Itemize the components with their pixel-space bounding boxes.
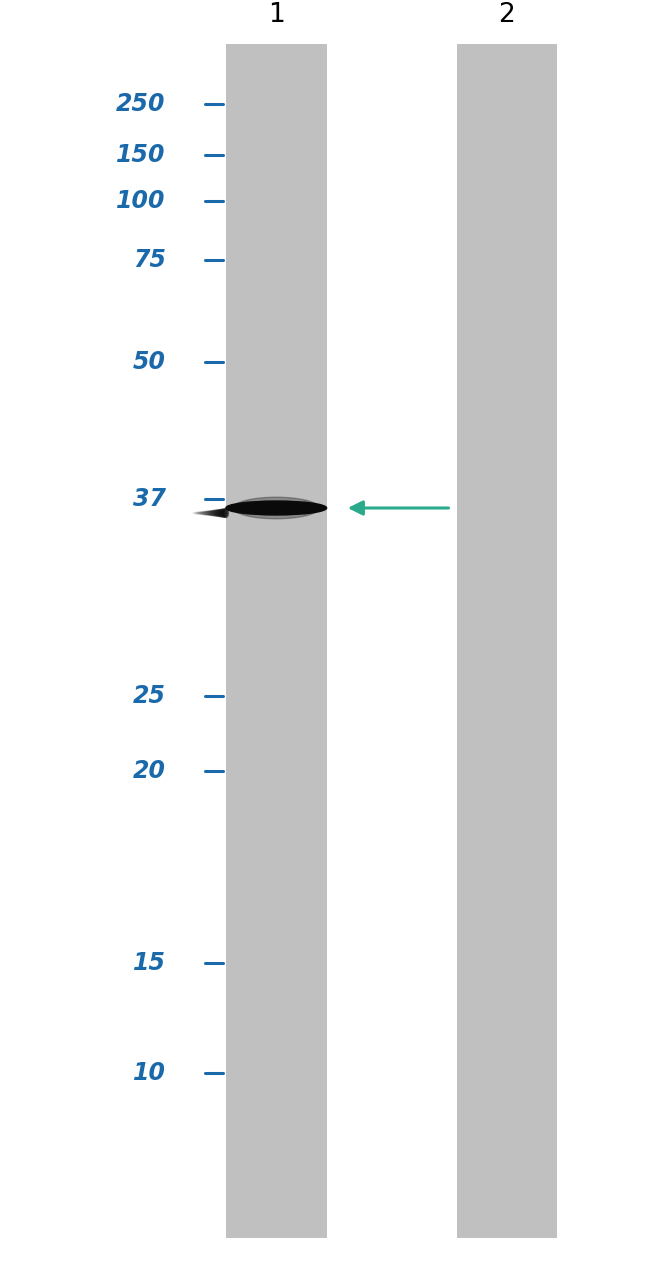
Text: 10: 10 xyxy=(133,1062,166,1085)
Text: 100: 100 xyxy=(116,189,166,212)
Text: 2: 2 xyxy=(499,3,515,28)
Ellipse shape xyxy=(214,509,220,517)
Ellipse shape xyxy=(204,512,209,514)
Ellipse shape xyxy=(233,498,319,518)
Ellipse shape xyxy=(222,509,227,517)
Ellipse shape xyxy=(226,500,326,516)
Ellipse shape xyxy=(198,512,203,514)
Ellipse shape xyxy=(212,511,217,516)
Ellipse shape xyxy=(216,509,221,517)
Ellipse shape xyxy=(220,509,226,517)
Ellipse shape xyxy=(196,512,201,514)
Text: 1: 1 xyxy=(268,3,285,28)
Ellipse shape xyxy=(214,511,219,516)
Ellipse shape xyxy=(209,511,214,516)
Ellipse shape xyxy=(221,509,226,517)
Ellipse shape xyxy=(201,512,206,514)
Ellipse shape xyxy=(202,512,207,514)
Text: 25: 25 xyxy=(133,685,166,707)
Bar xyxy=(226,44,326,1238)
Text: 150: 150 xyxy=(116,144,166,166)
Ellipse shape xyxy=(200,512,205,514)
Ellipse shape xyxy=(224,508,228,518)
Ellipse shape xyxy=(206,511,211,516)
Text: 250: 250 xyxy=(116,93,166,116)
Text: 20: 20 xyxy=(133,759,166,782)
Ellipse shape xyxy=(211,511,216,516)
Ellipse shape xyxy=(213,511,218,516)
Bar xyxy=(456,44,558,1238)
Text: 75: 75 xyxy=(133,249,166,272)
Text: 15: 15 xyxy=(133,951,166,974)
Ellipse shape xyxy=(199,512,204,514)
Ellipse shape xyxy=(217,509,222,517)
Ellipse shape xyxy=(205,511,211,516)
Ellipse shape xyxy=(218,509,223,517)
Ellipse shape xyxy=(209,511,215,516)
Text: 50: 50 xyxy=(133,351,166,373)
Ellipse shape xyxy=(203,512,209,514)
Ellipse shape xyxy=(207,511,213,516)
Ellipse shape xyxy=(219,509,224,517)
Text: 37: 37 xyxy=(133,488,166,511)
Ellipse shape xyxy=(197,512,202,514)
